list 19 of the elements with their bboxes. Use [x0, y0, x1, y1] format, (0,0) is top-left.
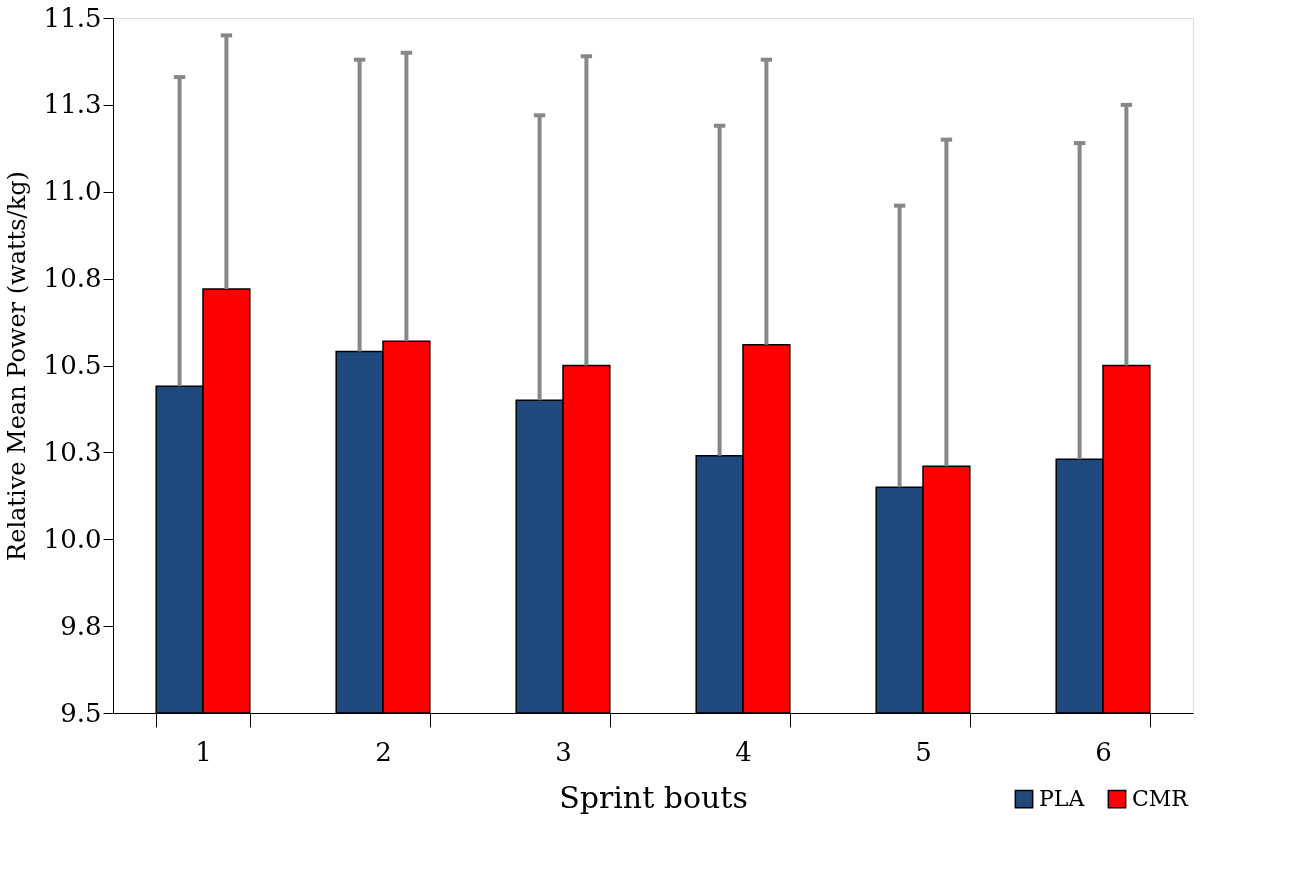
y-tick-label: 10.0 — [43, 523, 102, 554]
x-tick-label: 3 — [555, 736, 572, 767]
x-tick-label: 2 — [375, 736, 392, 767]
legend-label: CMR — [1132, 786, 1190, 812]
legend-label: PLA — [1039, 786, 1086, 812]
y-tick-label: 9.8 — [60, 610, 102, 641]
x-tick-label: 6 — [1095, 736, 1112, 767]
x-tick-label: 1 — [195, 736, 212, 767]
y-tick-label: 10.5 — [43, 350, 102, 380]
y-tick-label: 9.5 — [60, 697, 102, 728]
y-tick-label: 11.3 — [43, 89, 102, 120]
x-tick-label: 4 — [735, 736, 752, 767]
x-tick-label: 5 — [915, 736, 932, 767]
y-tick-label: 11.5 — [43, 2, 102, 33]
y-axis-title: Relative Mean Power (watts/kg) — [2, 171, 31, 561]
y-tick-label: 10.3 — [43, 436, 102, 467]
y-tick-label: 10.8 — [43, 263, 102, 294]
y-tick-label: 11.0 — [43, 176, 102, 207]
x-axis-title: Sprint bouts — [559, 779, 748, 815]
